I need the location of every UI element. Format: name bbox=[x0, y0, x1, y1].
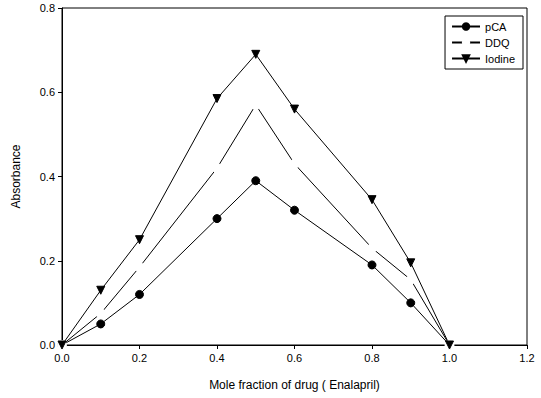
svg-text:pCA: pCA bbox=[485, 21, 507, 33]
svg-text:0.2: 0.2 bbox=[40, 255, 55, 267]
svg-text:0.0: 0.0 bbox=[40, 339, 55, 351]
svg-text:0.4: 0.4 bbox=[209, 352, 224, 364]
svg-text:Absorbance: Absorbance bbox=[9, 144, 23, 208]
svg-text:0.2: 0.2 bbox=[132, 352, 147, 364]
svg-text:0.0: 0.0 bbox=[54, 352, 69, 364]
svg-text:0.6: 0.6 bbox=[287, 352, 302, 364]
svg-text:0.6: 0.6 bbox=[40, 86, 55, 98]
svg-text:Iodine: Iodine bbox=[485, 53, 515, 65]
svg-text:0.8: 0.8 bbox=[40, 2, 55, 14]
svg-text:Mole fraction of drug ( Enalap: Mole fraction of drug ( Enalapril) bbox=[209, 378, 380, 392]
svg-text:0.4: 0.4 bbox=[40, 171, 55, 183]
svg-text:1.2: 1.2 bbox=[519, 352, 534, 364]
svg-text:DDQ: DDQ bbox=[485, 37, 510, 49]
svg-text:0.8: 0.8 bbox=[364, 352, 379, 364]
svg-text:1.0: 1.0 bbox=[442, 352, 457, 364]
